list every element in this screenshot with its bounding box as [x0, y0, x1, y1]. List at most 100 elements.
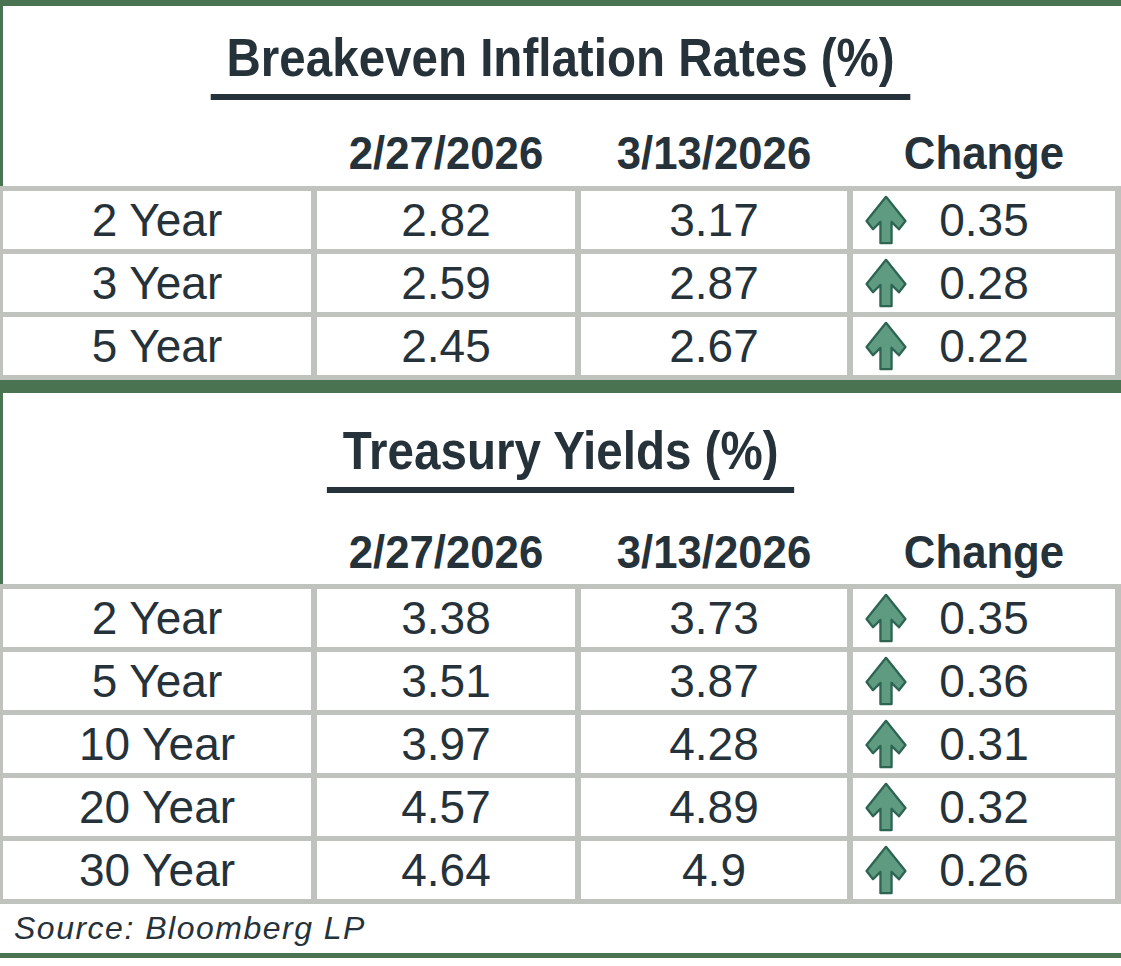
- value-cell-date2: 3.73: [581, 589, 847, 647]
- row-label-cell: 10 Year: [3, 715, 311, 773]
- value-cell-date1: 3.97: [317, 715, 575, 773]
- table-title: Breakeven Inflation Rates (%): [211, 26, 911, 100]
- value-date2: 3.17: [669, 193, 759, 247]
- change-cell: 0.22: [853, 317, 1115, 375]
- value-cell-date2: 2.67: [581, 317, 847, 375]
- up-arrow-icon: [863, 258, 909, 308]
- up-arrow-icon: [863, 593, 909, 643]
- table-title-row: Treasury Yields (%): [0, 393, 1121, 519]
- table-row: 30 Year 4.64 4.9 0.26: [3, 841, 1115, 899]
- row-label: 2 Year: [92, 193, 222, 247]
- value-cell-date2: 4.89: [581, 778, 847, 836]
- value-cell-date2: 4.9: [581, 841, 847, 899]
- column-header-row: 2/27/2026 3/13/2026 Change: [0, 519, 1121, 584]
- table-row: 2 Year 2.82 3.17 0.35: [3, 191, 1115, 249]
- up-arrow-icon: [863, 195, 909, 245]
- change-cell: 0.36: [853, 652, 1115, 710]
- value-cell-date2: 3.87: [581, 652, 847, 710]
- table-grid: 2 Year 3.38 3.73 0.35 5 Year 3.51 3.87: [0, 584, 1121, 904]
- value-date2: 3.87: [669, 654, 759, 708]
- left-accent-border: [0, 393, 3, 584]
- value-date2: 3.73: [669, 591, 759, 645]
- value-date2: 4.89: [669, 780, 759, 834]
- change-value: 0.26: [939, 843, 1029, 897]
- column-header-date2: 3/13/2026: [588, 525, 841, 579]
- value-cell-date1: 3.51: [317, 652, 575, 710]
- row-label-cell: 2 Year: [3, 589, 311, 647]
- breakeven-inflation-rates-table: Breakeven Inflation Rates (%) 2/27/2026 …: [0, 6, 1121, 380]
- bottom-border: [0, 953, 1121, 958]
- row-label: 2 Year: [92, 591, 222, 645]
- row-label: 10 Year: [79, 717, 235, 771]
- left-accent-border: [0, 6, 3, 186]
- change-cell: 0.35: [853, 191, 1115, 249]
- row-label: 20 Year: [79, 780, 235, 834]
- change-value: 0.32: [939, 780, 1029, 834]
- value-cell-date1: 4.57: [317, 778, 575, 836]
- source-row: Source: Bloomberg LP: [0, 904, 1121, 953]
- value-date1: 3.51: [401, 654, 491, 708]
- value-cell-date1: 2.59: [317, 254, 575, 312]
- row-label: 5 Year: [92, 319, 222, 373]
- value-date2: 2.87: [669, 256, 759, 310]
- change-cell: 0.31: [853, 715, 1115, 773]
- value-date1: 2.82: [401, 193, 491, 247]
- change-value: 0.28: [939, 256, 1029, 310]
- row-label-cell: 5 Year: [3, 317, 311, 375]
- change-value: 0.31: [939, 717, 1029, 771]
- row-label: 3 Year: [92, 256, 222, 310]
- value-cell-date2: 3.17: [581, 191, 847, 249]
- value-cell-date1: 3.38: [317, 589, 575, 647]
- table-row: 3 Year 2.59 2.87 0.28: [3, 254, 1115, 312]
- column-header-change: Change: [860, 126, 1109, 180]
- up-arrow-icon: [863, 782, 909, 832]
- row-label: 5 Year: [92, 654, 222, 708]
- change-value: 0.22: [939, 319, 1029, 373]
- treasury-yields-table: Treasury Yields (%) 2/27/2026 3/13/2026 …: [0, 393, 1121, 904]
- column-header-date2: 3/13/2026: [588, 126, 841, 180]
- row-label-cell: 30 Year: [3, 841, 311, 899]
- value-date1: 3.38: [401, 591, 491, 645]
- value-date1: 2.59: [401, 256, 491, 310]
- value-cell-date2: 4.28: [581, 715, 847, 773]
- row-label-cell: 20 Year: [3, 778, 311, 836]
- value-date2: 4.28: [669, 717, 759, 771]
- worksheet: Breakeven Inflation Rates (%) 2/27/2026 …: [0, 0, 1121, 966]
- change-cell: 0.32: [853, 778, 1115, 836]
- up-arrow-icon: [863, 719, 909, 769]
- table-title: Treasury Yields (%): [327, 419, 794, 493]
- table-row: 20 Year 4.57 4.89 0.32: [3, 778, 1115, 836]
- change-value: 0.36: [939, 654, 1029, 708]
- value-date2: 4.9: [682, 843, 746, 897]
- column-header-row: 2/27/2026 3/13/2026 Change: [0, 120, 1121, 186]
- change-value: 0.35: [939, 193, 1029, 247]
- table-row: 2 Year 3.38 3.73 0.35: [3, 589, 1115, 647]
- up-arrow-icon: [863, 656, 909, 706]
- tables-container: Breakeven Inflation Rates (%) 2/27/2026 …: [0, 6, 1121, 904]
- change-cell: 0.35: [853, 589, 1115, 647]
- column-header-date1: 2/27/2026: [323, 525, 568, 579]
- table-row: 10 Year 3.97 4.28 0.31: [3, 715, 1115, 773]
- table-grid: 2 Year 2.82 3.17 0.35 3 Year 2.59 2.87: [0, 186, 1121, 380]
- table-title-row: Breakeven Inflation Rates (%): [0, 6, 1121, 120]
- up-arrow-icon: [863, 845, 909, 895]
- value-date1: 3.97: [401, 717, 491, 771]
- value-cell-date1: 4.64: [317, 841, 575, 899]
- value-date1: 2.45: [401, 319, 491, 373]
- table-divider: [0, 380, 1121, 393]
- change-cell: 0.28: [853, 254, 1115, 312]
- value-date2: 2.67: [669, 319, 759, 373]
- table-row: 5 Year 2.45 2.67 0.22: [3, 317, 1115, 375]
- up-arrow-icon: [863, 321, 909, 371]
- column-header-change: Change: [860, 525, 1109, 579]
- row-label-cell: 3 Year: [3, 254, 311, 312]
- source-note: Source: Bloomberg LP: [14, 910, 366, 947]
- value-cell-date2: 2.87: [581, 254, 847, 312]
- column-header-date1: 2/27/2026: [323, 126, 568, 180]
- value-cell-date1: 2.82: [317, 191, 575, 249]
- row-label: 30 Year: [79, 843, 235, 897]
- table-row: 5 Year 3.51 3.87 0.36: [3, 652, 1115, 710]
- value-cell-date1: 2.45: [317, 317, 575, 375]
- value-date1: 4.57: [401, 780, 491, 834]
- change-cell: 0.26: [853, 841, 1115, 899]
